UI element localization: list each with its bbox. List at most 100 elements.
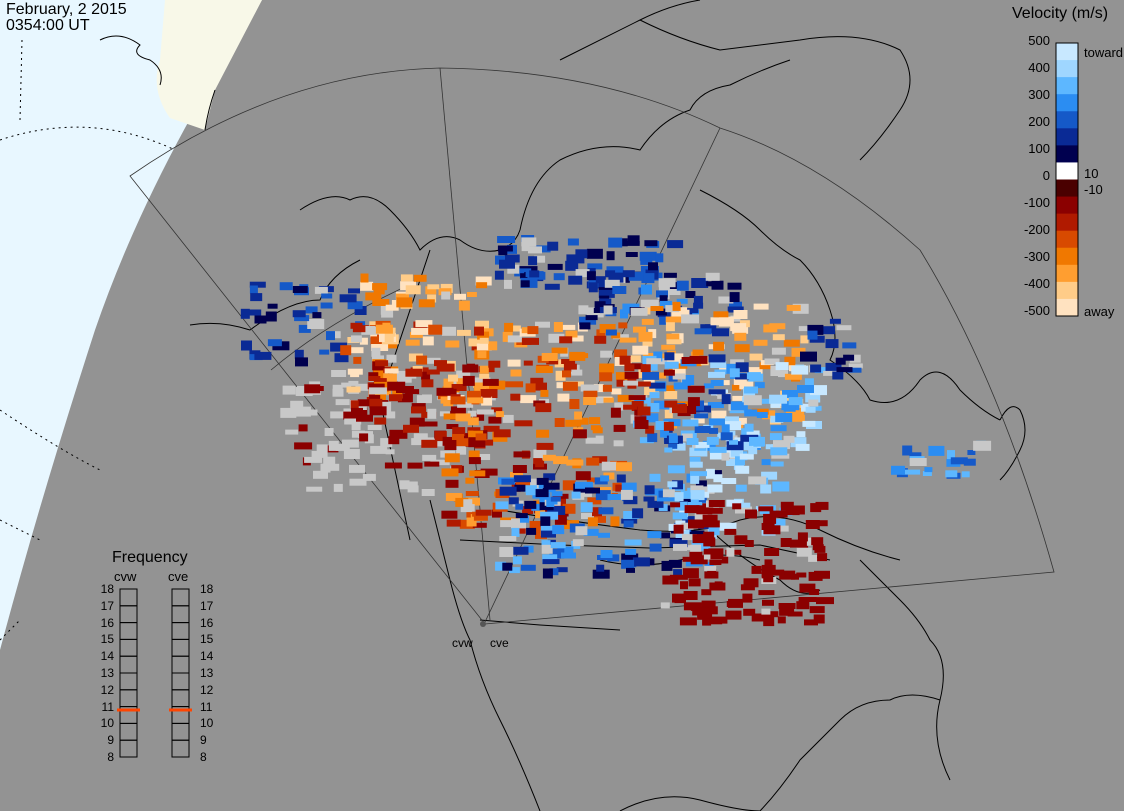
velocity-cell xyxy=(754,382,765,389)
velocity-cell xyxy=(479,365,489,374)
frequency-tick-label: 9 xyxy=(107,733,114,748)
radar-fov-west-edge xyxy=(439,67,491,621)
velocity-cell xyxy=(689,355,708,364)
velocity-cell xyxy=(645,425,655,434)
velocity-cell xyxy=(546,359,559,365)
velocity-cell xyxy=(710,361,727,368)
radar-fov-inner xyxy=(270,279,421,371)
velocity-cell xyxy=(473,412,485,421)
velocity-cell xyxy=(352,325,369,333)
velocity-cell xyxy=(664,408,673,419)
velocity-cell xyxy=(726,499,743,507)
velocity-cell xyxy=(329,331,341,339)
velocity-cell xyxy=(653,400,670,410)
velocity-cell xyxy=(709,582,726,591)
velocity-cell xyxy=(474,382,487,392)
velocity-cell xyxy=(492,509,502,518)
velocity-cell xyxy=(807,324,824,335)
velocity-cell xyxy=(585,487,600,494)
velocity-cell xyxy=(622,270,635,278)
velocity-cell xyxy=(602,384,612,392)
velocity-cell xyxy=(668,441,678,449)
velocity-cell xyxy=(670,502,681,508)
velocity-cell xyxy=(647,433,658,443)
velocity-cell xyxy=(673,360,688,369)
velocity-cell xyxy=(626,567,635,573)
velocity-cell xyxy=(586,457,600,466)
velocity-cell xyxy=(454,293,466,300)
velocity-cell xyxy=(594,515,606,523)
frequency-radar-cve: cve xyxy=(168,569,189,584)
velocity-cell xyxy=(796,431,806,438)
velocity-cell xyxy=(663,369,675,376)
velocity-cell xyxy=(621,482,637,492)
velocity-cell xyxy=(547,506,566,515)
velocity-cell xyxy=(512,556,522,565)
velocity-cell xyxy=(469,470,486,477)
velocity-cell xyxy=(616,474,626,483)
velocity-cell xyxy=(468,450,480,460)
velocity-cell xyxy=(810,503,822,513)
velocity-cell xyxy=(306,409,318,416)
velocity-cell xyxy=(536,429,550,438)
frequency-tick-label: 11 xyxy=(200,699,213,714)
velocity-cell xyxy=(362,473,376,481)
velocity-cell xyxy=(796,572,807,578)
frequency-scale-cell xyxy=(119,638,138,657)
velocity-cell xyxy=(665,316,684,323)
velocity-cell xyxy=(536,477,549,485)
velocity-cell xyxy=(778,370,788,378)
velocity-cell xyxy=(332,384,343,392)
colorbar-swatch xyxy=(1056,179,1078,198)
velocity-cell xyxy=(638,331,653,342)
velocity-cell xyxy=(598,532,610,538)
colorbar-tick-label: 200 xyxy=(1028,114,1050,129)
velocity-cell xyxy=(628,271,644,281)
velocity-cell xyxy=(760,484,772,494)
velocity-cell xyxy=(598,287,613,293)
velocity-cell xyxy=(708,389,726,395)
velocity-cell xyxy=(967,450,976,455)
velocity-cell xyxy=(314,286,328,294)
frequency-tick-label: 16 xyxy=(200,615,214,630)
velocity-cell xyxy=(370,336,384,345)
velocity-cell xyxy=(455,413,471,422)
velocity-cell xyxy=(535,321,550,328)
velocity-cell xyxy=(623,380,639,386)
velocity-cell xyxy=(540,511,559,520)
velocity-cell xyxy=(725,416,739,424)
velocity-cell xyxy=(326,331,335,341)
velocity-cell xyxy=(559,336,573,344)
velocity-cell xyxy=(554,418,565,427)
velocity-cell xyxy=(788,505,805,515)
velocity-cell xyxy=(493,429,511,438)
velocity-cell xyxy=(705,468,715,479)
velocity-cell xyxy=(549,548,565,559)
velocity-cell xyxy=(963,458,976,466)
velocity-cell xyxy=(680,581,688,590)
velocity-cell xyxy=(347,301,363,310)
velocity-cell xyxy=(810,385,827,396)
velocity-cell xyxy=(676,280,689,291)
velocity-cell xyxy=(623,404,638,410)
velocity-cell xyxy=(467,410,477,417)
velocity-cell xyxy=(696,505,713,515)
velocity-cell xyxy=(451,384,467,391)
velocity-cell xyxy=(441,291,451,300)
velocity-cell xyxy=(401,481,418,487)
velocity-cell xyxy=(823,326,835,335)
velocity-cell xyxy=(461,433,473,440)
velocity-cell xyxy=(725,421,742,431)
velocity-cell xyxy=(444,453,460,463)
velocity-cell xyxy=(601,397,614,403)
velocity-cell xyxy=(375,393,386,401)
velocity-cell xyxy=(526,527,537,535)
velocity-cell xyxy=(610,516,620,527)
velocity-cell xyxy=(396,386,414,393)
velocity-cell xyxy=(465,477,475,484)
colorbar-tick-label: 0 xyxy=(1042,168,1050,183)
velocity-cell xyxy=(579,316,597,325)
velocity-cell xyxy=(501,478,515,485)
velocity-cell xyxy=(673,543,687,551)
